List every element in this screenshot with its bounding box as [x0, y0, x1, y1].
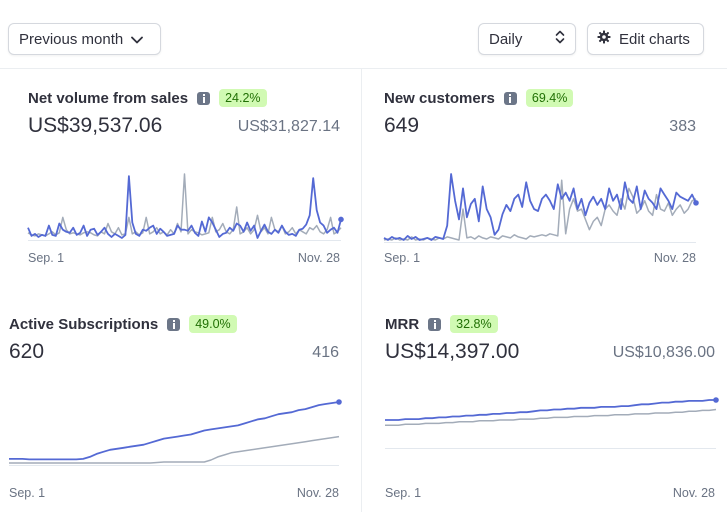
- x-axis-start: Sep. 1: [9, 486, 46, 500]
- change-badge: 69.4%: [525, 89, 574, 107]
- change-badge: 32.8%: [450, 315, 498, 333]
- toolbar-divider: [0, 68, 727, 69]
- column-divider: [361, 68, 362, 512]
- line-chart-mrr: [385, 397, 719, 449]
- series-end-point: [713, 397, 719, 403]
- info-icon[interactable]: [503, 91, 517, 105]
- chart-title: Net volume from sales: [28, 89, 189, 107]
- line-chart-active-subscriptions: [9, 399, 342, 466]
- series-line-previous: [9, 435, 340, 464]
- edit-charts-button[interactable]: Edit charts: [587, 23, 704, 55]
- chart-title: MRR: [385, 315, 420, 333]
- series-end-point: [338, 216, 344, 223]
- series-line-current: [27, 175, 342, 239]
- x-axis-end: Nov. 28: [297, 251, 340, 265]
- series-end-point: [336, 399, 342, 405]
- series-line-current: [9, 401, 340, 461]
- series-line-previous: [383, 179, 697, 241]
- period-select[interactable]: Previous month: [8, 23, 161, 55]
- info-icon[interactable]: [428, 317, 442, 331]
- compare-value: US$31,827.14: [237, 118, 340, 135]
- chevron-down-icon: [131, 31, 144, 48]
- x-axis-end: Nov. 28: [296, 486, 339, 500]
- series-line-current: [385, 399, 716, 421]
- series-line-current: [383, 173, 697, 241]
- edit-charts-label: Edit charts: [619, 30, 690, 48]
- compare-value: US$10,836.00: [612, 344, 715, 361]
- chart-value: 620: [9, 340, 45, 363]
- series-line-previous: [27, 173, 342, 237]
- line-chart-net-volume: [27, 173, 344, 241]
- chart-title: Active Subscriptions: [9, 315, 159, 333]
- x-axis-end: Nov. 28: [672, 486, 715, 500]
- chart-value: 649: [384, 114, 420, 137]
- line-chart-new-customers: [383, 173, 699, 243]
- change-badge: 49.0%: [189, 315, 237, 333]
- chart-value: US$39,537.06: [28, 114, 163, 137]
- info-icon[interactable]: [167, 317, 181, 331]
- gear-icon: [597, 30, 611, 48]
- compare-value: 383: [669, 118, 696, 135]
- info-icon[interactable]: [197, 91, 211, 105]
- chart-title: New customers: [384, 89, 495, 107]
- x-axis-start: Sep. 1: [384, 251, 421, 265]
- interval-select-label: Daily: [489, 30, 523, 48]
- x-axis-end: Nov. 28: [653, 251, 696, 265]
- series-end-point: [693, 200, 699, 206]
- interval-select[interactable]: Daily: [478, 23, 576, 55]
- x-axis-start: Sep. 1: [385, 486, 422, 500]
- change-badge: 24.2%: [219, 89, 267, 107]
- compare-value: 416: [312, 344, 339, 361]
- chevron-up-down-icon: [555, 30, 565, 48]
- period-select-label: Previous month: [19, 30, 124, 48]
- chart-value: US$14,397.00: [385, 340, 520, 363]
- series-line-previous: [385, 408, 717, 426]
- x-axis-start: Sep. 1: [28, 251, 65, 265]
